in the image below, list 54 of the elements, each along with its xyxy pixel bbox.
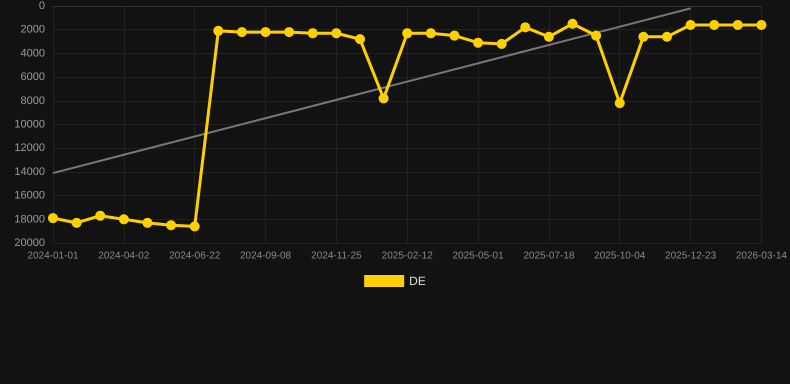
y-tick-label: 12000: [14, 142, 45, 154]
y-tick-label: 14000: [14, 166, 45, 178]
legend-label: DE: [409, 274, 426, 288]
y-tick-label: 10000: [14, 118, 45, 130]
point: [331, 28, 342, 38]
point: [426, 28, 436, 38]
y-tick-label: 8000: [20, 94, 45, 107]
point: [118, 214, 129, 224]
point: [756, 20, 766, 30]
x-tick-label: 2025-02-12: [382, 250, 434, 262]
point: [402, 28, 412, 38]
point: [544, 32, 554, 42]
point: [496, 38, 507, 49]
x-tick-label: 2024-04-02: [98, 250, 150, 262]
point: [378, 93, 389, 104]
point: [72, 218, 82, 228]
y-tick-label: 2000: [20, 24, 45, 36]
point: [662, 32, 672, 42]
point: [95, 210, 106, 221]
point: [449, 30, 460, 41]
y-tick-label: 18000: [14, 213, 45, 226]
x-tick-label: 2024-11-25: [311, 250, 362, 262]
point: [236, 27, 247, 38]
point: [638, 32, 648, 42]
point: [308, 28, 318, 38]
point: [166, 220, 176, 230]
point: [260, 27, 271, 38]
x-tick-label: 2025-07-18: [523, 250, 575, 262]
y-tick-label: 4000: [20, 47, 45, 60]
point: [213, 26, 224, 36]
point: [48, 213, 58, 224]
x-tick-label: 2024-09-08: [240, 250, 292, 262]
y-tick-label: 0: [38, 0, 45, 12]
point: [732, 20, 743, 30]
x-tick-label: 2025-12-23: [665, 250, 717, 262]
x-tick-label: 2024-01-01: [27, 250, 80, 262]
x-tick-label: 2025-10-04: [594, 250, 646, 262]
point: [614, 98, 625, 108]
y-tick-label: 20000: [14, 237, 45, 249]
y-tick-label: 16000: [14, 190, 45, 202]
point: [190, 221, 200, 232]
point: [709, 20, 720, 30]
x-tick-label: 2025-05-01: [452, 250, 504, 262]
point: [520, 22, 530, 32]
y-tick-label: 6000: [20, 71, 45, 84]
x-tick-label: 2024-06-22: [169, 250, 221, 262]
point: [591, 30, 602, 41]
point: [568, 18, 578, 29]
point: [686, 20, 696, 30]
x-tick-label: 2026-03-14: [736, 250, 788, 262]
point: [354, 34, 365, 44]
point: [284, 27, 294, 38]
point: [473, 38, 484, 48]
point: [142, 218, 152, 228]
